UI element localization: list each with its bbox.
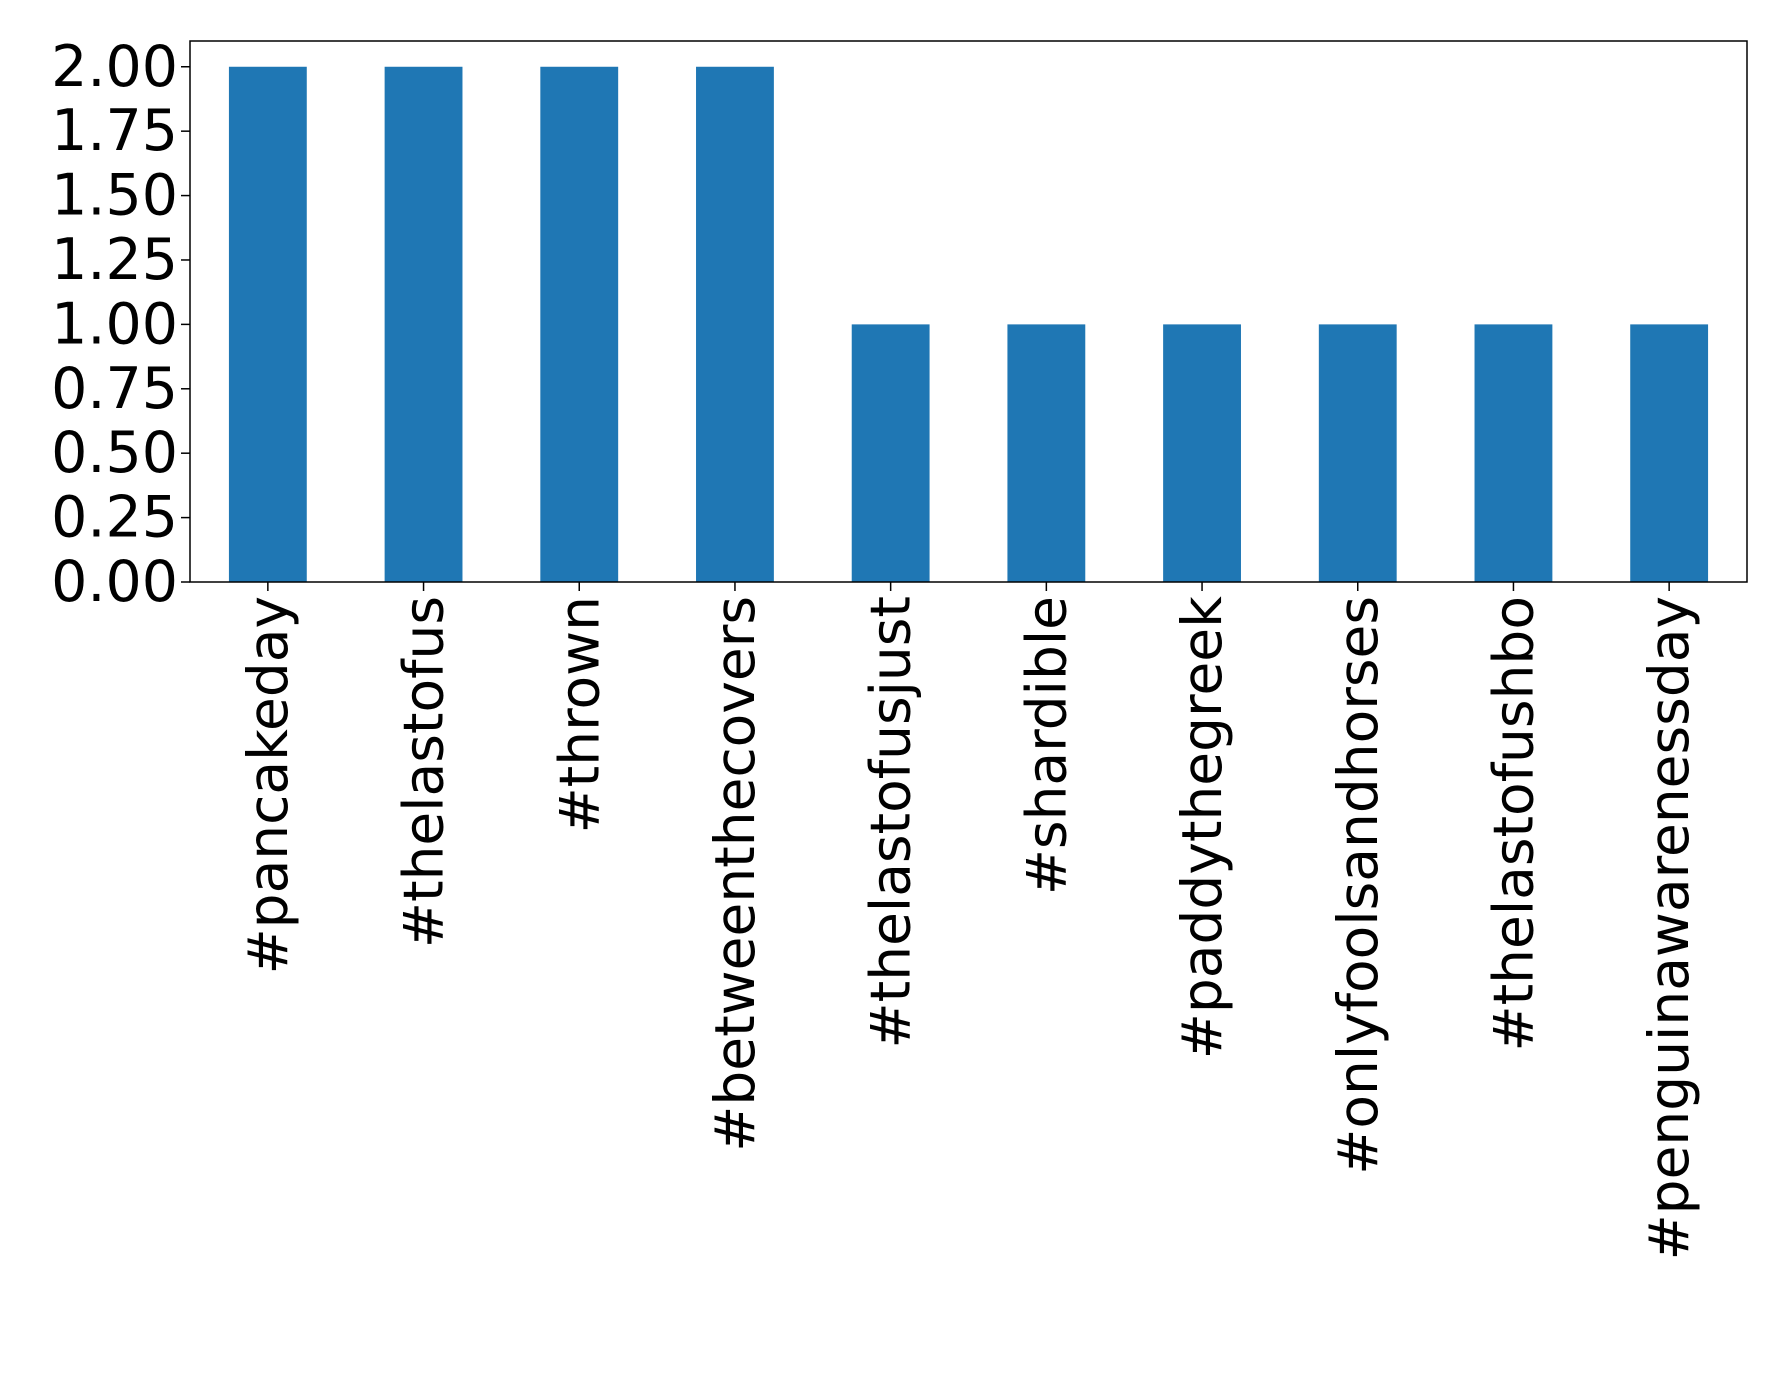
- bar: [1318, 324, 1397, 582]
- bar: [1630, 324, 1709, 582]
- bar: [696, 66, 774, 582]
- y-tick-label: 0.00: [51, 549, 178, 615]
- y-tick-label: 0.50: [51, 420, 178, 486]
- bar: [540, 66, 619, 582]
- bar: [228, 66, 307, 582]
- x-tick-label: #thelastofus: [392, 596, 456, 948]
- x-tick-label: #paddythegreek: [1170, 596, 1234, 1059]
- x-tick-label: #thrown: [547, 596, 611, 833]
- plot-frame: [189, 40, 1748, 583]
- y-tick-label: 1.50: [51, 163, 178, 229]
- bar: [851, 324, 930, 582]
- y-tick-label: 1.25: [51, 227, 178, 293]
- y-tick-label: 0.25: [51, 485, 178, 551]
- x-tick-label: #penguinawarenessday: [1637, 596, 1701, 1260]
- bar: [384, 66, 463, 582]
- y-tick-label: 2.00: [51, 34, 178, 100]
- x-tick-label: #betweenthecovers: [703, 596, 767, 1152]
- y-tick-label: 1.00: [51, 291, 178, 357]
- x-tick-label: #pancakeday: [236, 596, 300, 974]
- x-tick-label: #thelastofusjust: [859, 596, 923, 1048]
- x-tick-label: #thelastofushbo: [1481, 596, 1545, 1052]
- y-tick-label: 1.75: [51, 98, 178, 164]
- bar: [1474, 324, 1553, 582]
- bar: [1007, 324, 1086, 582]
- x-tick-label: #onlyfoolsandhorses: [1326, 596, 1390, 1175]
- x-tick-label: #shardible: [1014, 596, 1078, 895]
- y-tick-label: 0.75: [51, 356, 178, 422]
- bar: [1163, 324, 1241, 582]
